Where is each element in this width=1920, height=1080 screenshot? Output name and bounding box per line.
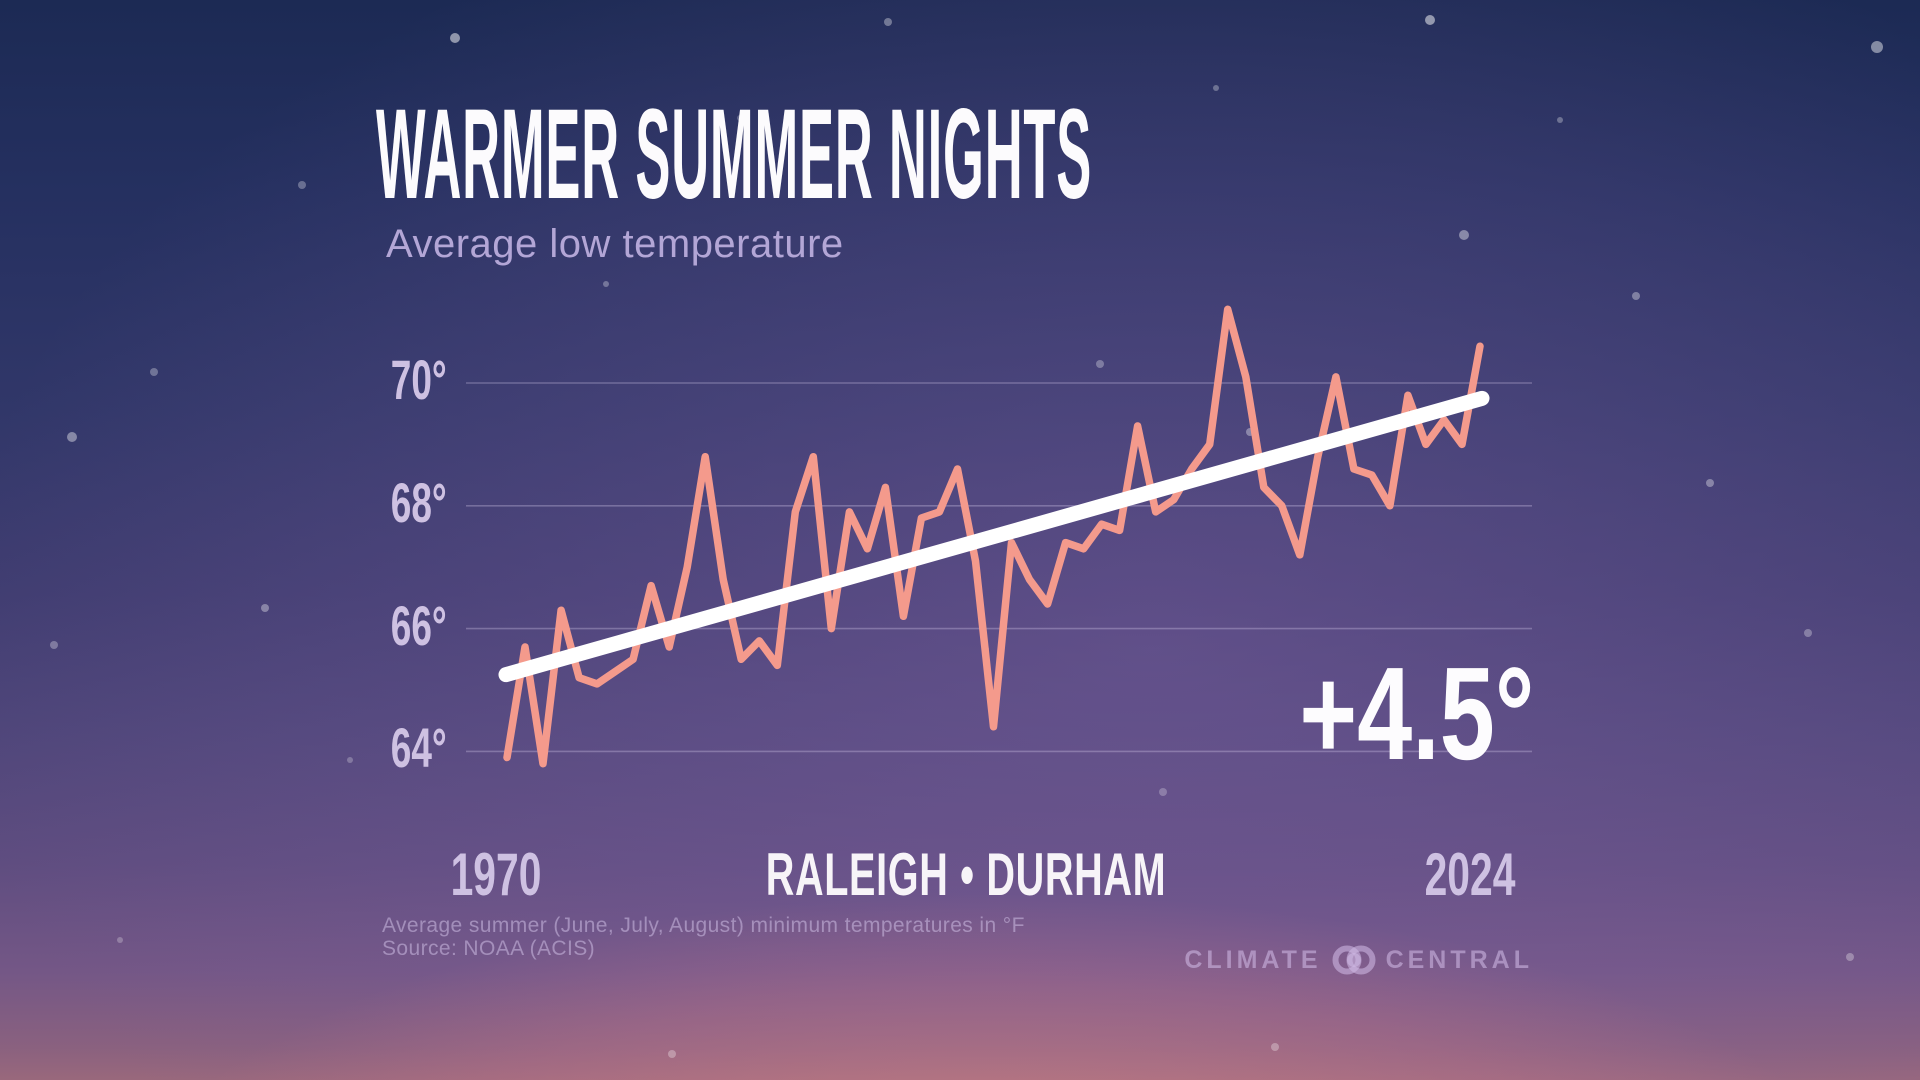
y-axis-label: 66° xyxy=(391,593,447,657)
x-axis-label-start: 1970 xyxy=(450,841,542,908)
star xyxy=(668,1050,676,1058)
star xyxy=(1159,788,1167,796)
star xyxy=(603,281,609,287)
star xyxy=(1846,953,1854,961)
star xyxy=(67,432,77,442)
logo-word-central: CENTRAL xyxy=(1385,945,1533,974)
y-axis-label: 64° xyxy=(391,716,447,780)
star xyxy=(150,368,158,376)
star xyxy=(1871,41,1883,53)
footer-note-line1: Average summer (June, July, August) mini… xyxy=(382,914,1025,937)
star xyxy=(737,115,743,121)
trend-line xyxy=(498,390,1490,683)
page-title: WARMER SUMMER NIGHTS xyxy=(376,83,1093,226)
location-label: RALEIGH • DURHAM xyxy=(765,841,1167,908)
x-axis-label-end: 2024 xyxy=(1424,841,1516,908)
star xyxy=(1632,292,1640,300)
climate-central-logo: CLIMATE CENTRAL xyxy=(1184,944,1533,976)
star xyxy=(1271,1043,1279,1051)
y-axis-label: 68° xyxy=(391,470,447,534)
chart-subtitle: Average low temperature xyxy=(386,222,844,266)
star xyxy=(50,641,58,649)
star xyxy=(298,181,306,189)
star xyxy=(1096,360,1104,368)
star xyxy=(884,18,892,26)
star xyxy=(347,757,353,763)
footer-note-line2: Source: NOAA (ACIS) xyxy=(382,937,595,960)
star xyxy=(1804,629,1812,637)
star xyxy=(1425,15,1435,25)
interlocking-circles-icon xyxy=(1332,945,1376,975)
star xyxy=(1557,117,1563,123)
star xyxy=(1213,85,1219,91)
star xyxy=(1459,230,1469,240)
y-axis-label: 70° xyxy=(391,348,447,411)
logo-word-climate: CLIMATE xyxy=(1184,945,1322,974)
star xyxy=(450,33,460,43)
footer-note: Average summer (June, July, August) mini… xyxy=(382,914,1025,960)
trend-annotation: +4.5° xyxy=(1298,640,1534,787)
star xyxy=(1706,479,1714,487)
star xyxy=(261,604,269,612)
temperature-line xyxy=(503,305,1484,768)
star xyxy=(117,937,123,943)
